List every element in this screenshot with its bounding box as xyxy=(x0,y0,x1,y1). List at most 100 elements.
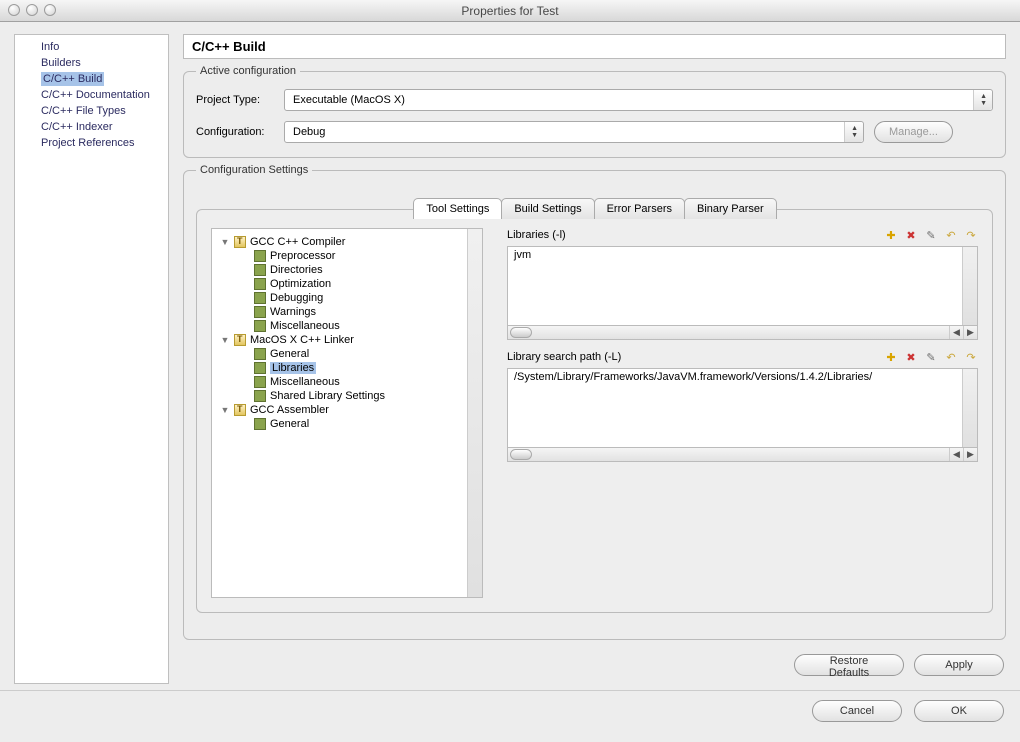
tree-row[interactable]: ▼GCC C++ Compiler xyxy=(212,235,482,249)
sidebar-item[interactable]: C/C++ Documentation xyxy=(15,87,168,103)
search-path-label: Library search path (-L) xyxy=(507,351,884,363)
disclosure-triangle-icon[interactable]: ▼ xyxy=(220,405,230,415)
tree-row[interactable]: ▼MacOS X C++ Linker xyxy=(212,333,482,347)
tree-row[interactable]: General xyxy=(212,347,482,361)
window-controls xyxy=(8,4,56,16)
tab[interactable]: Build Settings xyxy=(501,198,594,219)
tool-tree[interactable]: ▼GCC C++ CompilerPreprocessor Directories… xyxy=(211,228,483,598)
disclosure-triangle-icon[interactable]: ▼ xyxy=(220,237,230,247)
tree-label: Preprocessor xyxy=(270,250,335,262)
add-icon[interactable]: ✚ xyxy=(884,350,898,364)
tab[interactable]: Binary Parser xyxy=(684,198,777,219)
tree-label: General xyxy=(270,418,309,430)
tree-row[interactable]: Libraries xyxy=(212,361,482,375)
tree-label: Libraries xyxy=(270,362,316,374)
tree-row[interactable]: Directories xyxy=(212,263,482,277)
settings-tabs: Tool SettingsBuild SettingsError Parsers… xyxy=(196,198,993,219)
apply-button[interactable]: Apply xyxy=(914,654,1004,676)
tree-label: Warnings xyxy=(270,306,316,318)
sidebar-item-label: C/C++ File Types xyxy=(41,105,126,117)
option-icon xyxy=(254,320,266,332)
delete-icon[interactable]: ✖ xyxy=(904,350,918,364)
tree-row[interactable]: Shared Library Settings xyxy=(212,389,482,403)
configuration-settings-legend: Configuration Settings xyxy=(196,164,312,176)
option-icon xyxy=(254,348,266,360)
disclosure-triangle-icon[interactable]: ▼ xyxy=(220,335,230,345)
tree-row[interactable]: Warnings xyxy=(212,305,482,319)
option-icon xyxy=(254,278,266,290)
tree-row[interactable]: Optimization xyxy=(212,277,482,291)
tree-row[interactable]: General xyxy=(212,417,482,431)
configuration-label: Configuration: xyxy=(196,126,274,138)
project-type-select[interactable]: Executable (MacOS X) ▲▼ xyxy=(284,89,993,111)
list-item[interactable]: /System/Library/Frameworks/JavaVM.framew… xyxy=(508,369,977,385)
search-path-toolbar: ✚ ✖ ✎ ↶ ↷ xyxy=(884,350,978,364)
tree-row[interactable]: Miscellaneous xyxy=(212,375,482,389)
close-button[interactable] xyxy=(8,4,20,16)
sidebar-item-label: C/C++ Build xyxy=(41,72,104,86)
list-item[interactable]: jvm xyxy=(508,247,977,263)
sidebar-item[interactable]: Project References xyxy=(15,135,168,151)
tool-settings-panel: ▼GCC C++ CompilerPreprocessor Directories… xyxy=(196,209,993,613)
configuration-select[interactable]: Debug ▲▼ xyxy=(284,121,864,143)
tool-icon xyxy=(234,404,246,416)
search-path-hscroll[interactable]: ◀▶ xyxy=(507,448,978,462)
libraries-list[interactable]: jvm xyxy=(507,246,978,326)
tab[interactable]: Tool Settings xyxy=(413,198,502,219)
project-type-label: Project Type: xyxy=(196,94,274,106)
sidebar-item[interactable]: Info xyxy=(15,39,168,55)
search-path-section: Library search path (-L) ✚ ✖ ✎ ↶ ↷ /Syst… xyxy=(507,350,978,462)
ok-button[interactable]: OK xyxy=(914,700,1004,722)
add-icon[interactable]: ✚ xyxy=(884,228,898,242)
dialog-footer: Cancel OK xyxy=(0,690,1020,730)
tree-row[interactable]: Miscellaneous xyxy=(212,319,482,333)
tree-label: GCC Assembler xyxy=(250,404,329,416)
libraries-section: Libraries (-l) ✚ ✖ ✎ ↶ ↷ jvm xyxy=(507,228,978,340)
option-icon xyxy=(254,376,266,388)
move-up-icon[interactable]: ↶ xyxy=(944,350,958,364)
delete-icon[interactable]: ✖ xyxy=(904,228,918,242)
option-icon xyxy=(254,264,266,276)
tool-icon xyxy=(234,334,246,346)
restore-defaults-button[interactable]: Restore Defaults xyxy=(794,654,904,676)
tree-row[interactable]: ▼ GCC Assembler xyxy=(212,403,482,417)
tree-label: Miscellaneous xyxy=(270,320,340,332)
zoom-button[interactable] xyxy=(44,4,56,16)
minimize-button[interactable] xyxy=(26,4,38,16)
window-titlebar: Properties for Test xyxy=(0,0,1020,22)
cancel-button[interactable]: Cancel xyxy=(812,700,902,722)
sidebar-item-label: C/C++ Documentation xyxy=(41,89,150,101)
option-icon xyxy=(254,390,266,402)
tree-row[interactable]: Preprocessor xyxy=(212,249,482,263)
option-icon xyxy=(254,418,266,430)
tree-label: Miscellaneous xyxy=(270,376,340,388)
sidebar-item[interactable]: C/C++ Build xyxy=(15,71,168,87)
tree-label: Directories xyxy=(270,264,323,276)
tree-row[interactable]: Debugging xyxy=(212,291,482,305)
active-configuration-legend: Active configuration xyxy=(196,65,300,77)
configuration-settings-group: Configuration Settings Tool SettingsBuil… xyxy=(183,164,1006,640)
page-title: C/C++ Build xyxy=(183,34,1006,59)
sidebar-item-label: Info xyxy=(41,41,59,53)
tree-label: Debugging xyxy=(270,292,323,304)
search-path-list[interactable]: /System/Library/Frameworks/JavaVM.framew… xyxy=(507,368,978,448)
active-configuration-group: Active configuration Project Type: Execu… xyxy=(183,65,1006,158)
manage-button[interactable]: Manage... xyxy=(874,121,953,143)
move-down-icon[interactable]: ↷ xyxy=(964,228,978,242)
edit-icon[interactable]: ✎ xyxy=(924,228,938,242)
libraries-label: Libraries (-l) xyxy=(507,229,884,241)
edit-icon[interactable]: ✎ xyxy=(924,350,938,364)
sidebar-item[interactable]: C/C++ Indexer xyxy=(15,119,168,135)
move-up-icon[interactable]: ↶ xyxy=(944,228,958,242)
tree-label: General xyxy=(270,348,309,360)
tree-label: Optimization xyxy=(270,278,331,290)
project-type-value: Executable (MacOS X) xyxy=(293,94,405,106)
option-icon xyxy=(254,306,266,318)
tab[interactable]: Error Parsers xyxy=(594,198,685,219)
option-icon xyxy=(254,362,266,374)
move-down-icon[interactable]: ↷ xyxy=(964,350,978,364)
option-icon xyxy=(254,292,266,304)
sidebar-item[interactable]: Builders xyxy=(15,55,168,71)
libraries-hscroll[interactable]: ◀▶ xyxy=(507,326,978,340)
sidebar-item[interactable]: C/C++ File Types xyxy=(15,103,168,119)
